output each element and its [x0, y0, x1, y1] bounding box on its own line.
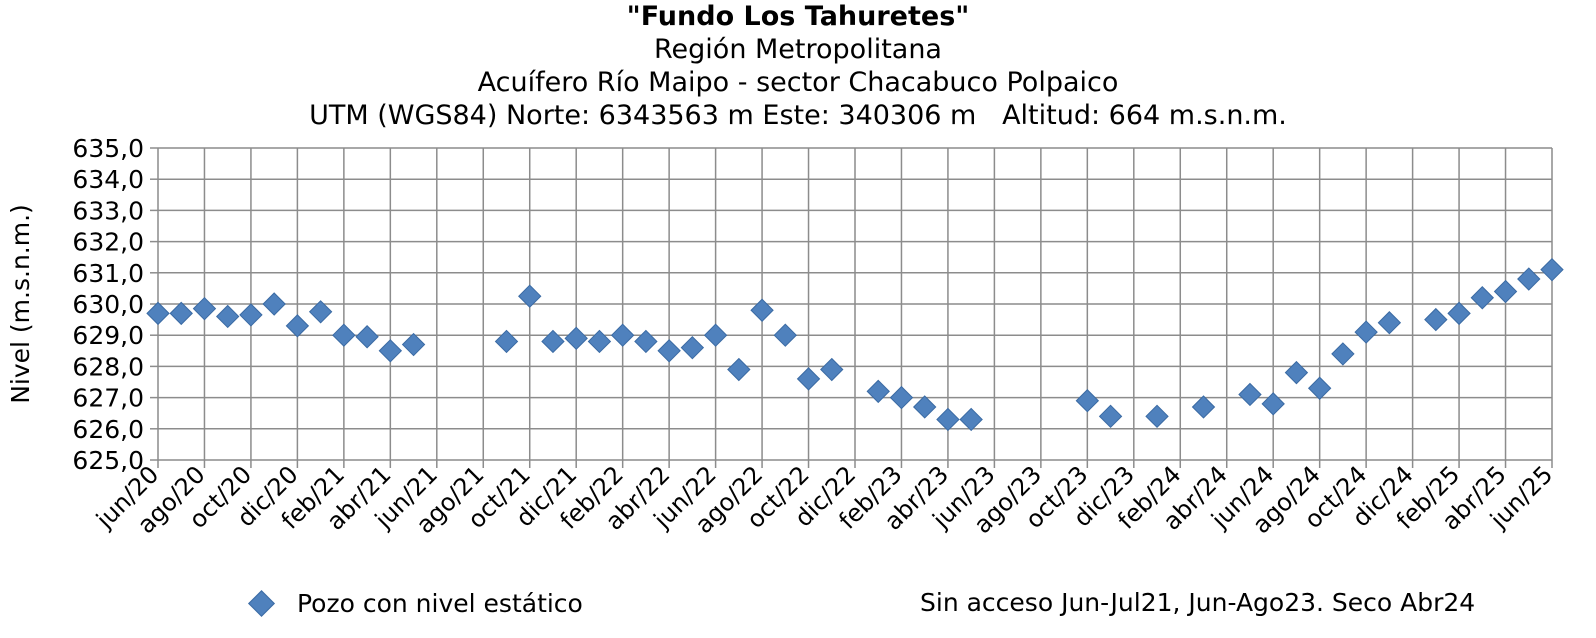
legend-diamond-marker-icon	[248, 589, 275, 617]
data-point	[308, 300, 333, 324]
data-point	[587, 329, 612, 354]
data-point	[1191, 395, 1216, 419]
chart-subtitle-coordinates: UTM (WGS84) Norte: 6343563 m Este: 34030…	[309, 100, 1287, 131]
data-point	[332, 323, 356, 347]
data-point	[1447, 301, 1471, 326]
data-point	[750, 298, 774, 322]
data-point	[1145, 404, 1169, 429]
data-point	[1470, 286, 1495, 310]
y-tick-label: 634,0	[72, 165, 144, 194]
y-tick-label: 635,0	[72, 134, 144, 163]
data-point	[866, 379, 890, 404]
data-point	[1238, 382, 1262, 407]
data-point	[936, 407, 960, 432]
data-point	[1540, 257, 1564, 282]
data-point	[1493, 279, 1518, 304]
data-point	[541, 329, 565, 354]
data-point	[796, 367, 821, 391]
data-point	[169, 301, 193, 326]
data-point	[1075, 389, 1100, 413]
y-tick-label: 626,0	[72, 415, 144, 444]
y-tick-label: 629,0	[72, 321, 144, 350]
chart-subtitle-aquifer: Acuífero Río Maipo - sector Chacabuco Po…	[477, 67, 1119, 98]
y-tick-label: 633,0	[72, 196, 144, 225]
chart-titles: "Fundo Los Tahuretes" Región Metropolita…	[0, 0, 1596, 132]
y-tick-label: 632,0	[72, 228, 144, 257]
data-point	[1261, 392, 1285, 416]
y-tick-label: 628,0	[72, 352, 144, 381]
chart-note: Sin acceso Jun-Jul21, Jun-Ago23. Seco Ab…	[920, 588, 1476, 617]
y-axis-title: Nivel (m.s.n.m.)	[6, 204, 35, 404]
data-point	[192, 296, 217, 321]
data-point	[610, 323, 635, 347]
chart-title: "Fundo Los Tahuretes"	[626, 1, 970, 32]
data-point	[912, 395, 937, 419]
legend-label: Pozo con nivel estático	[297, 588, 583, 618]
data-point	[1424, 307, 1448, 332]
data-point	[518, 284, 542, 308]
data-point	[634, 329, 658, 354]
data-point	[773, 323, 798, 347]
y-tick-label: 631,0	[72, 259, 144, 288]
data-point	[1284, 360, 1309, 385]
data-point	[355, 325, 379, 349]
data-point	[889, 385, 914, 410]
data-point	[657, 339, 681, 363]
data-point	[378, 339, 403, 363]
data-point	[680, 335, 705, 360]
data-point	[1307, 376, 1332, 400]
data-point	[146, 301, 170, 326]
data-point	[1354, 320, 1378, 344]
chart-subtitle-region: Región Metropolitana	[654, 34, 942, 65]
data-point	[1098, 404, 1123, 429]
data-point	[239, 303, 263, 327]
data-point	[285, 314, 310, 338]
data-point	[215, 304, 240, 329]
data-point	[727, 357, 751, 382]
data-point	[1517, 267, 1541, 291]
data-point	[262, 292, 286, 316]
data-point	[1377, 311, 1402, 335]
data-point	[703, 323, 728, 347]
data-point	[1331, 342, 1355, 366]
y-tick-label: 627,0	[72, 384, 144, 413]
data-point	[820, 357, 844, 382]
data-point	[401, 332, 426, 357]
legend: Pozo con nivel estático	[248, 586, 583, 620]
data-point	[959, 407, 983, 432]
data-point	[494, 329, 519, 354]
y-tick-label: 630,0	[72, 290, 144, 319]
y-tick-label: 625,0	[72, 446, 144, 475]
data-point	[564, 326, 588, 351]
